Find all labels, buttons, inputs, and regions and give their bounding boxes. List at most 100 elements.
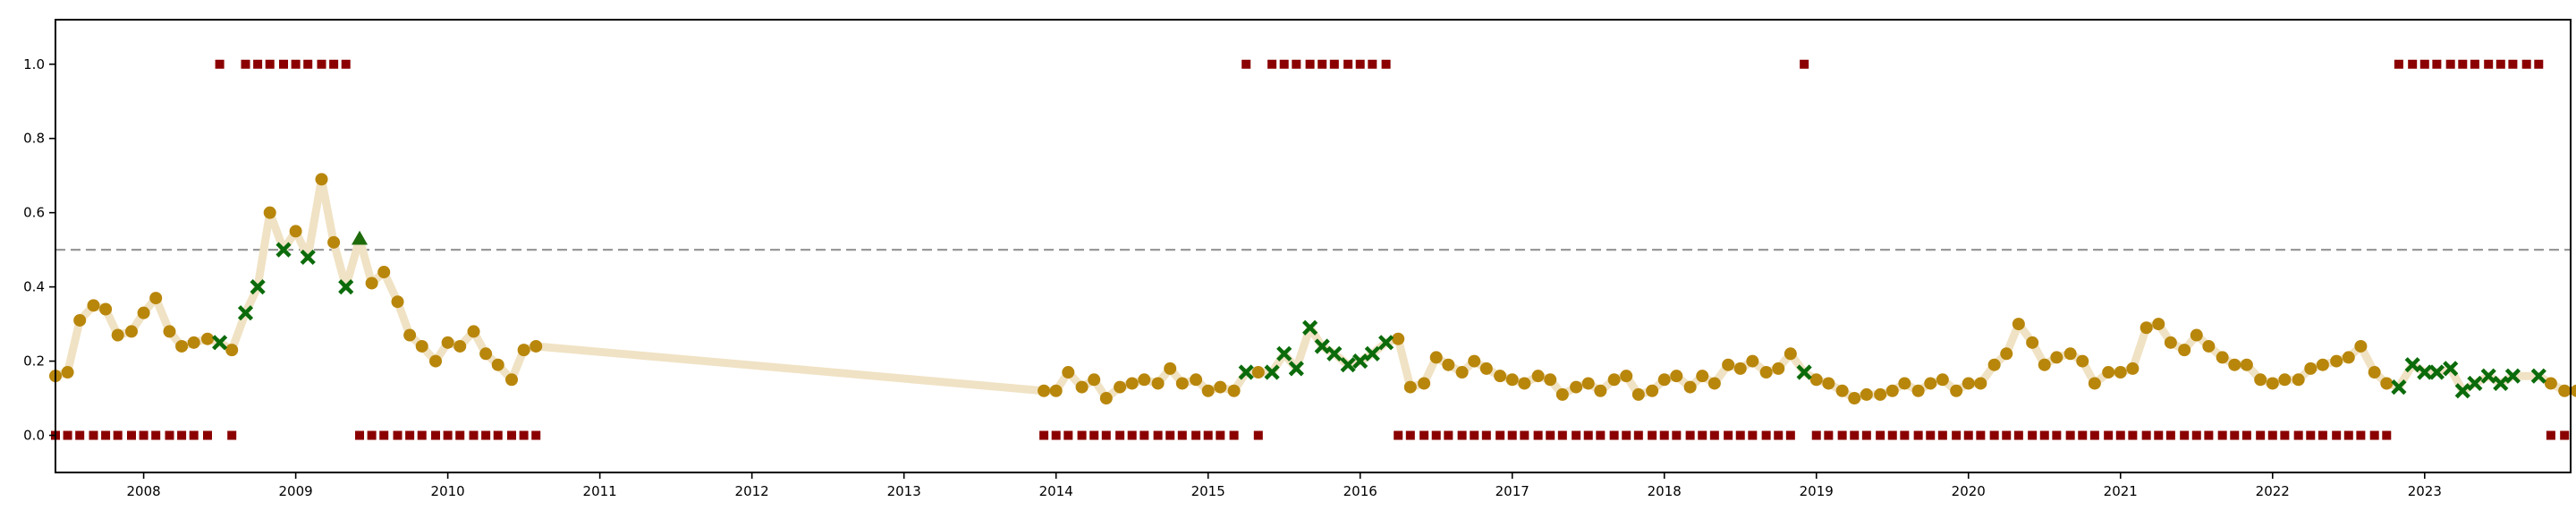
cross-point <box>1364 345 1380 362</box>
circle-point <box>1581 377 1595 390</box>
y-tick-label: 0.6 <box>23 205 45 221</box>
circle-point <box>2342 351 2355 364</box>
indicator-square-point <box>355 430 365 440</box>
circle-point <box>1392 332 1405 345</box>
indicator-square-point <box>1533 430 1543 440</box>
cross-point <box>2404 357 2420 373</box>
indicator-square-point <box>417 430 427 440</box>
x-tick-label: 2014 <box>1039 483 1073 499</box>
indicator-square-point <box>393 430 402 440</box>
indicator-square-point <box>2419 59 2429 69</box>
indicator-square-point <box>1051 430 1061 440</box>
indicator-square-point <box>89 430 98 440</box>
indicator-square-point <box>2104 430 2114 440</box>
circle-point <box>1114 380 1127 394</box>
indicator-square-point <box>341 59 351 69</box>
circle-point <box>1038 384 1051 397</box>
circle-point <box>1429 351 1443 364</box>
cross-point <box>1326 345 1343 362</box>
indicator-square-point <box>1292 59 1301 69</box>
indicator-square-point <box>253 59 263 69</box>
indicator-square-point <box>265 59 275 69</box>
cross-point <box>338 279 354 295</box>
indicator-square-point <box>1177 430 1187 440</box>
indicator-square-point <box>1216 430 1225 440</box>
circle-point <box>1418 377 1431 390</box>
indicator-square-point <box>75 430 85 440</box>
indicator-square-point <box>531 430 541 440</box>
circle-point <box>1190 373 1203 387</box>
circle-point <box>441 336 454 349</box>
indicator-square-point <box>367 430 377 440</box>
circle-point <box>1962 377 1975 390</box>
y-tick-label: 0.8 <box>23 131 45 147</box>
indicator-square-point <box>1115 430 1125 440</box>
circle-point <box>2544 377 2557 390</box>
indicator-square-point <box>1698 430 1707 440</box>
cross-point <box>1302 319 1318 336</box>
cross-point <box>2504 368 2521 384</box>
x-tick-label: 2009 <box>279 483 313 499</box>
indicator-square-point <box>1481 430 1491 440</box>
circle-point <box>1468 354 1481 368</box>
cross-point <box>2530 368 2546 384</box>
circle-point <box>1784 347 1797 361</box>
circle-point <box>2228 358 2241 371</box>
x-tick-label: 2018 <box>1648 483 1682 499</box>
circle-point <box>1974 377 1987 390</box>
x-tick-label: 2013 <box>887 483 921 499</box>
indicator-square-point <box>1876 430 1885 440</box>
circle-point <box>149 292 163 305</box>
x-tick-label: 2020 <box>1952 483 1986 499</box>
indicator-square-point <box>1685 430 1695 440</box>
indicator-square-point <box>2013 430 2023 440</box>
circle-point <box>1088 373 1101 387</box>
indicator-square-point <box>1089 430 1099 440</box>
indicator-square-point <box>405 430 415 440</box>
plot-frame <box>55 19 2572 473</box>
indicator-square-point <box>2128 430 2138 440</box>
indicator-square-point <box>1101 430 1111 440</box>
circle-point <box>453 339 467 353</box>
indicator-square-point <box>2394 59 2403 69</box>
circle-point <box>517 344 530 357</box>
indicator-square-point <box>1520 430 1530 440</box>
indicator-square-point <box>215 59 225 69</box>
circle-point <box>1924 377 1937 390</box>
circle-point <box>1125 377 1139 390</box>
indicator-square-point <box>1887 430 1897 440</box>
indicator-square-point <box>291 59 301 69</box>
circle-point <box>1620 370 1633 383</box>
indicator-square-point <box>1140 430 1149 440</box>
y-tick-label: 1.0 <box>23 56 45 72</box>
x-tick-label: 2015 <box>1191 483 1225 499</box>
indicator-square-point <box>1672 430 1682 440</box>
circle-point <box>61 366 74 379</box>
indicator-square-point <box>1926 430 1936 440</box>
indicator-square-point <box>1963 430 1973 440</box>
indicator-square-point <box>2217 430 2227 440</box>
circle-point <box>187 336 200 349</box>
circle-point <box>1075 380 1089 394</box>
circle-point <box>2076 354 2089 368</box>
circle-point <box>2304 362 2318 375</box>
indicator-square-point <box>1572 430 1581 440</box>
circle-point <box>2316 358 2329 371</box>
circle-point <box>1505 373 1519 387</box>
circle-point <box>1151 377 1165 390</box>
cross-point <box>2480 368 2496 384</box>
indicator-square-point <box>2065 430 2075 440</box>
circle-point <box>1631 387 1645 401</box>
cross-point <box>1264 364 1280 380</box>
circle-point <box>175 339 189 353</box>
circle-point <box>73 313 87 327</box>
circle-point <box>2190 328 2203 342</box>
indicator-square-point <box>1279 59 1289 69</box>
indicator-square-point <box>127 430 137 440</box>
circle-point <box>1733 362 1747 375</box>
cross-point <box>2454 383 2470 399</box>
cross-point <box>1378 335 1394 351</box>
indicator-square-point <box>1343 59 1353 69</box>
circle-point <box>1479 362 1493 375</box>
indicator-square-point <box>1039 430 1049 440</box>
